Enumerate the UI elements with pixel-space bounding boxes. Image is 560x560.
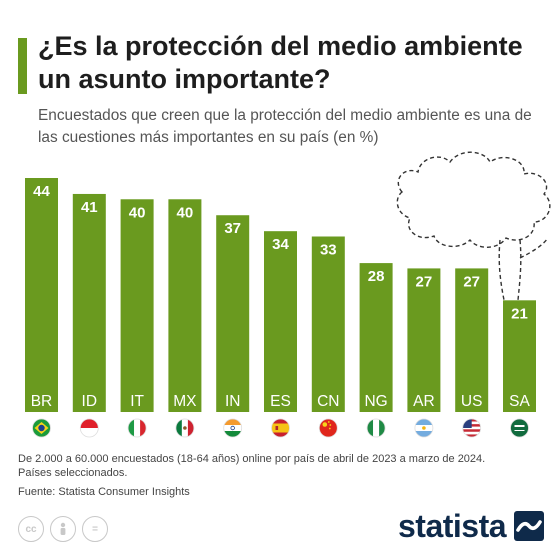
flag-br-icon <box>32 418 51 438</box>
person-icon[interactable] <box>50 516 76 542</box>
flag-ng-icon <box>366 418 386 438</box>
bar-br <box>25 178 58 412</box>
tree-trunk-outline <box>498 239 522 301</box>
bar-label-br: BR <box>31 393 53 410</box>
bar-ar <box>407 268 441 412</box>
bar-value-es: 34 <box>272 236 289 253</box>
logo-mark-icon <box>514 511 545 541</box>
flag-in-icon <box>223 418 243 438</box>
bar-us <box>455 268 489 412</box>
flag-us-icon <box>462 418 482 438</box>
bar-es <box>264 231 297 412</box>
flag-mx-icon <box>175 418 195 438</box>
bar-label-ar: AR <box>413 393 435 410</box>
bar-value-in: 37 <box>224 220 241 237</box>
cc-icon[interactable]: cc <box>18 516 44 542</box>
bar-label-sa: SA <box>509 393 530 410</box>
equals-icon[interactable]: = <box>82 516 108 542</box>
bar-label-cn: CN <box>317 393 339 410</box>
bar-label-ng: NG <box>364 393 387 410</box>
footnote-line-1: De 2.000 a 60.000 encuestados (18-64 año… <box>18 453 486 465</box>
chart-title: ¿Es la protección del medio ambiente un … <box>38 31 523 94</box>
flag-es-icon <box>271 418 290 438</box>
bar-value-br: 44 <box>33 183 50 200</box>
bar-label-in: IN <box>225 393 241 410</box>
statista-logo[interactable]: statista <box>398 506 545 546</box>
bar-value-cn: 33 <box>320 242 337 259</box>
bar-label-mx: MX <box>173 393 197 410</box>
bar-value-id: 41 <box>81 199 98 216</box>
bar-label-es: ES <box>270 393 291 410</box>
bar-label-id: ID <box>82 393 98 410</box>
bar-value-sa: 21 <box>511 305 528 322</box>
logo-text: statista <box>398 507 507 544</box>
footnote: De 2.000 a 60.000 encuestados (18-64 año… <box>18 452 548 480</box>
bar-mx <box>168 199 202 412</box>
chart-subtitle: Encuestados que creen que la protección … <box>38 107 532 146</box>
bar-in <box>216 215 250 412</box>
bar-label-it: IT <box>130 393 144 410</box>
bar-it <box>120 199 154 412</box>
bar-sa <box>503 300 536 412</box>
bar-value-ng: 28 <box>368 268 385 285</box>
title-accent-bar <box>18 38 27 94</box>
flag-it-icon <box>127 418 147 438</box>
bar-value-us: 27 <box>463 273 480 290</box>
flag-cn-icon <box>318 418 338 438</box>
licence-icons: cc = <box>18 516 108 542</box>
bar-ng <box>359 263 393 412</box>
tree-decoration <box>396 151 551 301</box>
bar-id <box>72 193 106 412</box>
equals-glyph: = <box>92 523 98 535</box>
bar-cn <box>311 236 345 412</box>
source-note: Fuente: Statista Consumer Insights <box>18 486 190 498</box>
cc-glyph: cc <box>25 523 37 535</box>
bar-value-ar: 27 <box>416 273 433 290</box>
flags-layer <box>32 418 529 438</box>
tree-cloud-outline <box>396 151 551 248</box>
flag-sa-icon <box>510 418 529 438</box>
flag-id-icon <box>79 418 99 438</box>
bar-label-us: US <box>461 393 483 410</box>
footnote-line-2: Países seleccionados. <box>18 467 128 479</box>
bar-value-it: 40 <box>129 204 146 221</box>
tree-branch-outline <box>519 237 549 259</box>
flag-ar-icon <box>414 418 434 438</box>
bar-value-mx: 40 <box>177 204 194 221</box>
bars-layer: 44 BR 41 ID 40 IT 40 MX 37 IN 34 ES 33 CN 28 NG 27 AR 27 US… <box>25 178 536 412</box>
